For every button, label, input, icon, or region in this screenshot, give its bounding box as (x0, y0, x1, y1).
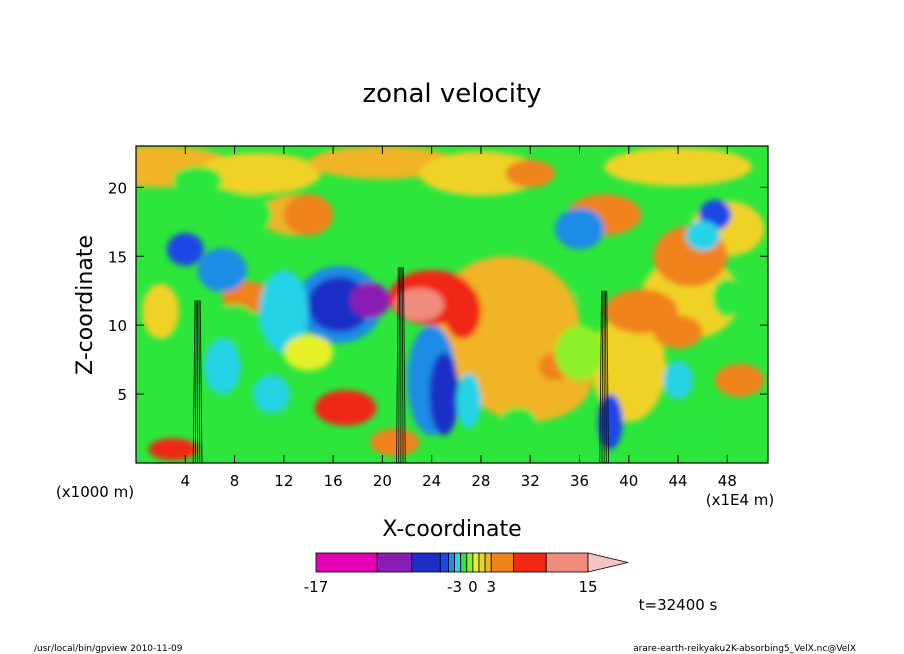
contour-region (591, 311, 666, 422)
colorbar-tick-label: -17 (304, 578, 329, 596)
y-tick-label: 10 (108, 317, 127, 335)
contour-region (142, 283, 180, 339)
column-contour-line (401, 267, 404, 463)
contour-region (197, 247, 247, 293)
x-tick-label: 4 (181, 472, 191, 490)
colorbar-segment (411, 552, 441, 573)
x-tick-label: 28 (471, 472, 490, 490)
chart-title: zonal velocity (362, 79, 541, 109)
x-tick-label: 16 (324, 472, 343, 490)
colorbar-segment (376, 552, 413, 573)
colorbar-tick-label: 0 (468, 578, 478, 596)
x-tick-label: 32 (521, 472, 540, 490)
colorbar-segment (484, 552, 492, 573)
colorbar-segment (460, 552, 468, 573)
colorbar-segment (513, 552, 547, 573)
contour-region (203, 338, 241, 395)
colorbar-tick-label: 3 (486, 578, 496, 596)
column-contour-line (192, 300, 196, 463)
x-tick-label: 8 (230, 472, 240, 490)
column-contour-line (194, 300, 197, 463)
colorbar-segment (478, 552, 486, 573)
contour-region (715, 363, 765, 397)
contour-region (653, 421, 728, 450)
x-tick-label: 20 (373, 472, 392, 490)
contour-region (197, 152, 321, 195)
x-tick-label: 12 (274, 472, 293, 490)
contour-region (394, 287, 444, 322)
contour-region (685, 220, 720, 251)
colorbar-tick-label: 15 (578, 578, 597, 596)
contour-region (419, 151, 543, 196)
contour-region (573, 264, 598, 304)
colorbar-segment (466, 552, 474, 573)
colorbar-segment (315, 552, 378, 573)
colorbar: -17 -3 0 3 15 (304, 552, 629, 596)
velocity-contours (136, 146, 765, 461)
contour-region (209, 304, 260, 346)
column-contour-line (198, 300, 201, 463)
x-tick-label: 48 (718, 472, 737, 490)
contour-region (604, 147, 752, 186)
column-contour-line (396, 267, 399, 463)
y-axis: 5 10 15 20 (108, 179, 768, 404)
y-tick-label: 5 (117, 386, 127, 404)
plot-frame (135, 145, 769, 464)
contour-region (554, 208, 605, 250)
contour-region (554, 325, 605, 381)
contour-region (712, 278, 743, 317)
x-unit-right: (x1E4 m) (706, 491, 775, 509)
contour-region (429, 352, 459, 436)
x-unit-left: (x1000 m) (56, 483, 134, 501)
contour-region (663, 361, 693, 400)
contour-region (222, 194, 272, 236)
y-tick-label: 15 (108, 248, 127, 266)
x-axis: 4 8 12 16 20 24 28 32 36 40 44 48 (181, 146, 737, 490)
contour-region (166, 232, 204, 266)
column-contour-line (606, 290, 609, 463)
contour-region (148, 438, 198, 461)
colorbar-segment (545, 552, 589, 573)
x-tick-label: 40 (619, 472, 638, 490)
column-contour-line (599, 290, 602, 463)
colorbar-extend-arrow (587, 552, 629, 573)
y-axis-label: Z-coordinate (73, 235, 98, 375)
contour-region (283, 334, 334, 371)
contour-region (314, 389, 377, 426)
x-axis-label: X-coordinate (382, 517, 521, 542)
contour-region (259, 270, 309, 353)
contour-region (350, 282, 390, 319)
footer-left: /usr/local/bin/gpview 2010-11-09 (34, 644, 183, 654)
colorbar-segment (472, 552, 480, 573)
contour-region (370, 428, 420, 457)
colorbar-segment (448, 552, 455, 573)
x-tick-label: 24 (422, 472, 441, 490)
footer-right: arare-earth-reikyaku2K-absorbing5_VelX.n… (633, 644, 856, 654)
convective-columns (192, 267, 609, 463)
x-tick-label: 44 (669, 472, 688, 490)
colorbar-tick-label: -3 (447, 578, 462, 596)
colorbar-segment (439, 552, 449, 573)
plot-area (136, 146, 768, 463)
contour-region (253, 374, 290, 414)
column-contour-line (398, 267, 401, 463)
contour-region (172, 166, 223, 195)
colorbar-segment (490, 552, 515, 573)
column-contour-line (199, 300, 203, 463)
y-tick-label: 20 (108, 179, 127, 197)
contour-region (653, 315, 703, 349)
time-label: t=32400 s (639, 596, 718, 614)
contour-region (283, 194, 334, 236)
x-tick-label: 36 (570, 472, 589, 490)
contour-region (456, 373, 481, 429)
contour-region (308, 146, 457, 180)
column-contour-line (601, 290, 604, 463)
contour-region (443, 283, 481, 339)
column-contour-line (604, 290, 607, 463)
contour-region (505, 159, 555, 188)
contour-region (499, 407, 537, 436)
colorbar-segment (454, 552, 462, 573)
column-contour-line (403, 267, 406, 463)
